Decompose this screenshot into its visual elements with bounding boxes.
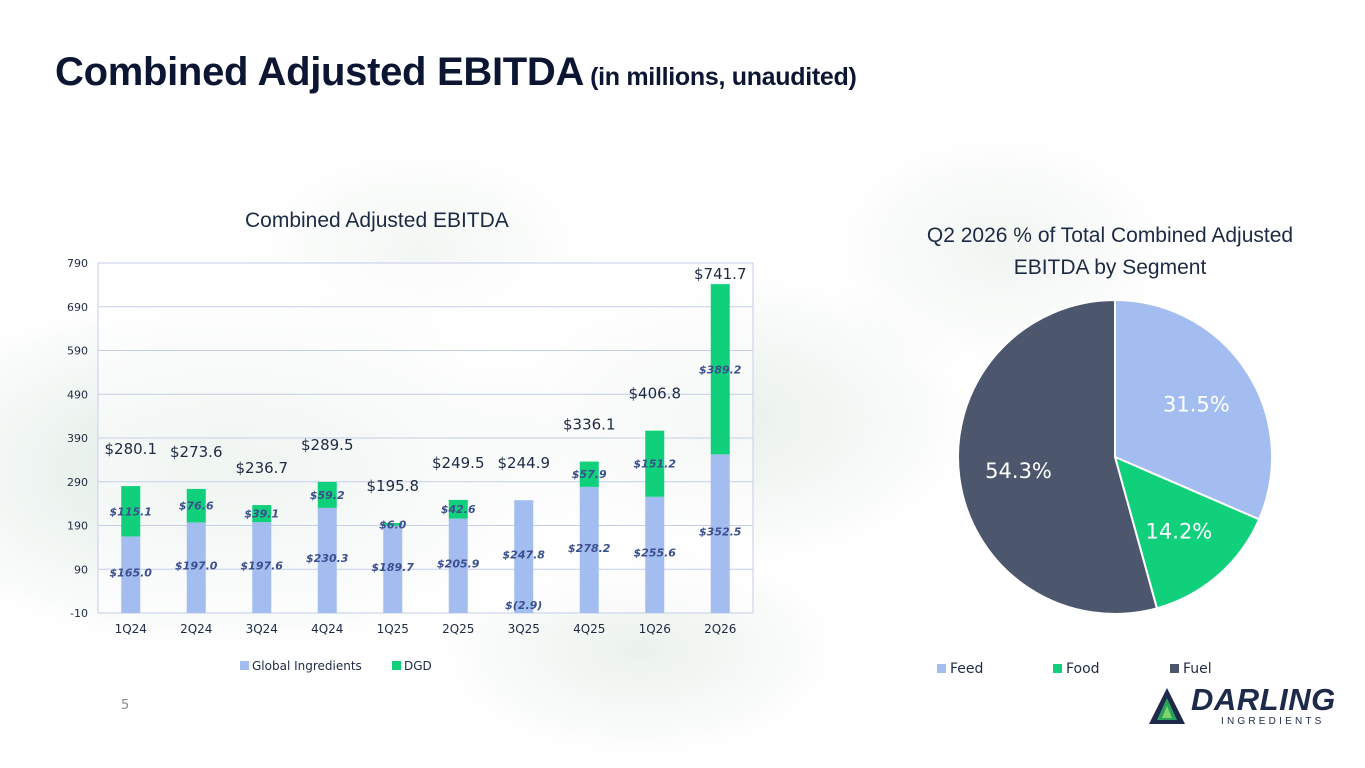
y-tick-label: 590 — [67, 345, 88, 358]
bar-global-ingredients — [317, 507, 337, 613]
bar-global-ingredients — [186, 522, 206, 613]
legend-label: Global Ingredients — [252, 659, 362, 673]
legend-swatch — [1053, 664, 1062, 673]
x-tick-label: 1Q24 — [115, 622, 147, 636]
total-label: $406.8 — [629, 385, 682, 403]
bar-dgd — [579, 461, 599, 487]
total-label: $336.1 — [563, 416, 616, 434]
bar-dgd — [186, 488, 206, 523]
data-label-global-ingredients: $352.5 — [699, 526, 742, 539]
data-label-dgd: $59.2 — [310, 489, 345, 502]
pie-chart: 31.5% 14.2% 54.3% Feed Food Fuel — [937, 298, 1273, 677]
bar-dgd — [317, 481, 337, 508]
total-label: $244.9 — [498, 454, 551, 472]
total-label: $741.7 — [694, 265, 747, 283]
total-label: $236.7 — [236, 459, 289, 477]
bar-dgd — [121, 486, 141, 537]
x-tick-label: 1Q25 — [377, 622, 409, 636]
logo-sub: INGREDIENTS — [1221, 716, 1325, 727]
bar-dgd — [710, 284, 730, 455]
y-tick-label: 90 — [74, 563, 88, 576]
y-tick-label: 690 — [67, 301, 88, 314]
pie-value-label: 54.3% — [985, 459, 1052, 483]
bar-global-ingredients — [448, 518, 468, 613]
bar-chart-title: Combined Adjusted EBITDA — [245, 209, 509, 232]
x-tick-label: 1Q26 — [639, 622, 671, 636]
x-tick-label: 3Q25 — [508, 622, 540, 636]
data-label-dgd: $115.1 — [110, 505, 152, 518]
data-label-global-ingredients: $278.2 — [568, 542, 611, 555]
data-label-global-ingredients: $197.6 — [241, 559, 284, 572]
logo-word: DARLING — [1191, 682, 1336, 717]
data-label-global-ingredients: $189.7 — [372, 561, 415, 574]
bar-chart: -10 90 190 290 390 490 590 690 790 $165.0 $115.1 $2… — [67, 257, 754, 673]
x-tick-label: 2Q24 — [180, 622, 212, 636]
page-subtitle: (in millions, unaudited) — [590, 63, 857, 91]
data-label-dgd: $57.9 — [572, 468, 607, 481]
pie-slice-feed — [1114, 298, 1273, 521]
data-label-dgd: $151.2 — [634, 458, 677, 471]
bar-global-ingredients — [252, 522, 272, 613]
data-label-global-ingredients: $247.8 — [503, 548, 546, 561]
data-label-dgd: $6.0 — [379, 518, 406, 531]
bar-global-ingredients — [121, 536, 141, 613]
total-label: $289.5 — [301, 436, 354, 454]
data-label-global-ingredients: $255.6 — [634, 547, 677, 560]
data-label-global-ingredients: $197.0 — [175, 560, 218, 573]
pie-chart-title: Q2 2026 % of Total Combined Adjusted EBI… — [926, 224, 1294, 279]
data-label-global-ingredients: $165.0 — [110, 567, 153, 580]
data-label-dgd: $389.2 — [699, 363, 742, 376]
bar-global-ingredients — [710, 454, 730, 613]
x-tick-label: 2Q26 — [704, 622, 736, 636]
y-tick-label: 290 — [67, 476, 88, 489]
pie-slice-fuel — [957, 298, 1159, 615]
bar-global-ingredients — [645, 496, 665, 613]
y-tick-label: 390 — [67, 432, 88, 445]
legend-swatch — [392, 661, 401, 670]
data-label-global-ingredients: $230.3 — [306, 552, 349, 565]
bar-dgd — [645, 430, 665, 497]
legend-label: Fuel — [1183, 661, 1212, 677]
pie-value-label: 14.2% — [1146, 519, 1213, 543]
y-tick-label: 490 — [67, 388, 88, 401]
total-label: $249.5 — [432, 454, 485, 472]
data-label-dgd: $(2.9) — [505, 599, 542, 612]
data-label-global-ingredients: $205.9 — [437, 558, 480, 571]
legend-swatch — [1170, 664, 1179, 673]
darling-logo: DARLING INGREDIENTS — [1145, 682, 1335, 732]
bar-dgd — [252, 505, 272, 523]
x-tick-label: 2Q25 — [442, 622, 474, 636]
bar-dgd — [448, 499, 468, 519]
legend-swatch — [240, 661, 249, 670]
total-label: $195.8 — [367, 477, 420, 495]
bar-global-ingredients — [579, 486, 599, 613]
total-label: $280.1 — [105, 440, 158, 458]
legend-label: DGD — [404, 659, 432, 673]
y-tick-label: -10 — [70, 607, 88, 620]
legend-swatch — [937, 664, 946, 673]
legend-label: Feed — [950, 661, 983, 677]
bar-global-ingredients — [383, 525, 403, 613]
y-tick-label: 190 — [67, 520, 88, 533]
data-label-dgd: $42.6 — [441, 503, 476, 516]
bar-global-ingredients — [514, 500, 534, 613]
logo-mark-icon — [1149, 688, 1185, 724]
x-tick-label: 4Q25 — [573, 622, 605, 636]
pie-value-label: 31.5% — [1163, 393, 1230, 417]
y-tick-label: 790 — [67, 257, 88, 270]
bar-dgd — [383, 523, 403, 526]
data-label-dgd: $39.1 — [244, 508, 279, 521]
page-number: 5 — [121, 698, 130, 713]
page-title: Combined Adjusted EBITDA (in millions, un… — [55, 50, 857, 94]
legend-label: Food — [1066, 661, 1100, 677]
x-tick-label: 3Q24 — [246, 622, 278, 636]
total-label: $273.6 — [170, 443, 223, 461]
pie-slice-food — [1113, 455, 1261, 610]
x-tick-label: 4Q24 — [311, 622, 343, 636]
data-label-dgd: $76.6 — [179, 500, 214, 513]
